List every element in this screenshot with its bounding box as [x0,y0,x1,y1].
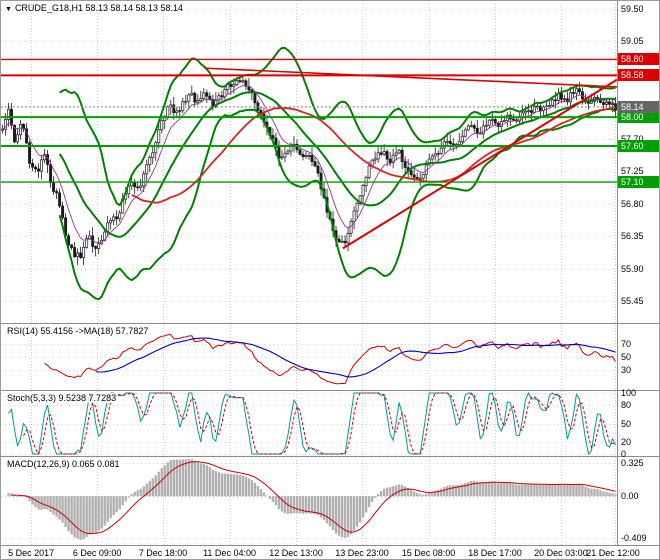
macd-tick-label: 0.00 [621,491,639,502]
macd-plot [7,459,617,540]
price-level-badge: 58.58 [618,69,659,82]
bollinger-upper [59,46,616,207]
price-level-badge: 57.10 [618,176,659,189]
support-resistance-levels [1,58,617,183]
date-tick-label: 12 Dec 13:00 [269,548,323,558]
price-tick-label: 57.25 [621,166,644,177]
rsi-tick-label: 70 [621,338,632,349]
rsi-line [44,333,616,385]
date-tick-label: 15 Dec 08:00 [401,548,456,558]
stoch-tick-label: 50 [621,418,632,429]
price-tick-label: 55.45 [621,296,644,306]
price-tick-label: 59.05 [621,36,644,47]
stoch-tick-label: 0 [621,449,627,459]
price-tick-label: 56.35 [621,231,644,242]
date-tick-label: 13 Dec 23:00 [335,548,389,558]
stoch-tick-label: 100 [621,388,637,398]
ma-red-line [131,106,616,204]
ma-purple-line [2,85,616,244]
current-price-badge: 58.14 [618,101,659,114]
price-tick-label: 56.80 [621,198,644,209]
macd-tick-label: 0.325 [621,457,644,468]
price-tick-label: 59.50 [621,4,644,14]
price-level-badge: 57.60 [618,139,659,152]
bollinger-lower [58,107,617,301]
price-tick-label: 55.90 [621,263,644,274]
symbol-ohlc-label: CRUDE_G18,H1 58.13 58.14 58.13 58.14 [14,3,184,13]
stoch-tick-label: 80 [621,400,632,411]
price-level-badge: 58.00 [618,111,659,124]
panel-dividers [1,1,659,546]
chart-shift-marker-icon: ▼ [5,6,12,13]
rsi-ma-line [95,337,616,378]
stoch-tick-label: 20 [621,436,632,447]
chart-header: ▼ CRUDE_G18,H1 58.13 58.14 58.13 58.14 [5,3,183,13]
date-tick-label: 5 Dec 2017 [8,548,55,558]
macd-tick-label: -0.409 [621,532,647,543]
moving-averages [2,85,616,244]
price-level-badge: 58.80 [618,53,659,66]
date-tick-label: 11 Dec 04:00 [203,548,256,558]
rsi-tick-label: 50 [621,352,632,362]
rsi-indicator-label: RSI(14) 55.4156 ->MA(18) 57.7827 [5,326,151,336]
rsi-tick-label: 30 [621,365,632,376]
date-tick-label: 21 Dec 12:00 [586,548,640,558]
rsi-plot [44,333,616,385]
trendlines [204,67,618,250]
date-tick-label: 20 Dec 03:00 [534,548,588,558]
date-tick-label: 7 Dec 18:00 [138,548,188,558]
macd-indicator-label: MACD(12,26,9) 0.065 0.081 [5,459,122,469]
date-tick-label: 6 Dec 09:00 [72,548,122,558]
date-tick-label: 18 Dec 17:00 [468,548,522,558]
stoch-indicator-label: Stoch(5,3,3) 9.5238 7.7283 [5,393,119,403]
macd-signal-line [11,461,616,534]
price-tick-label: 57.70 [621,133,644,144]
